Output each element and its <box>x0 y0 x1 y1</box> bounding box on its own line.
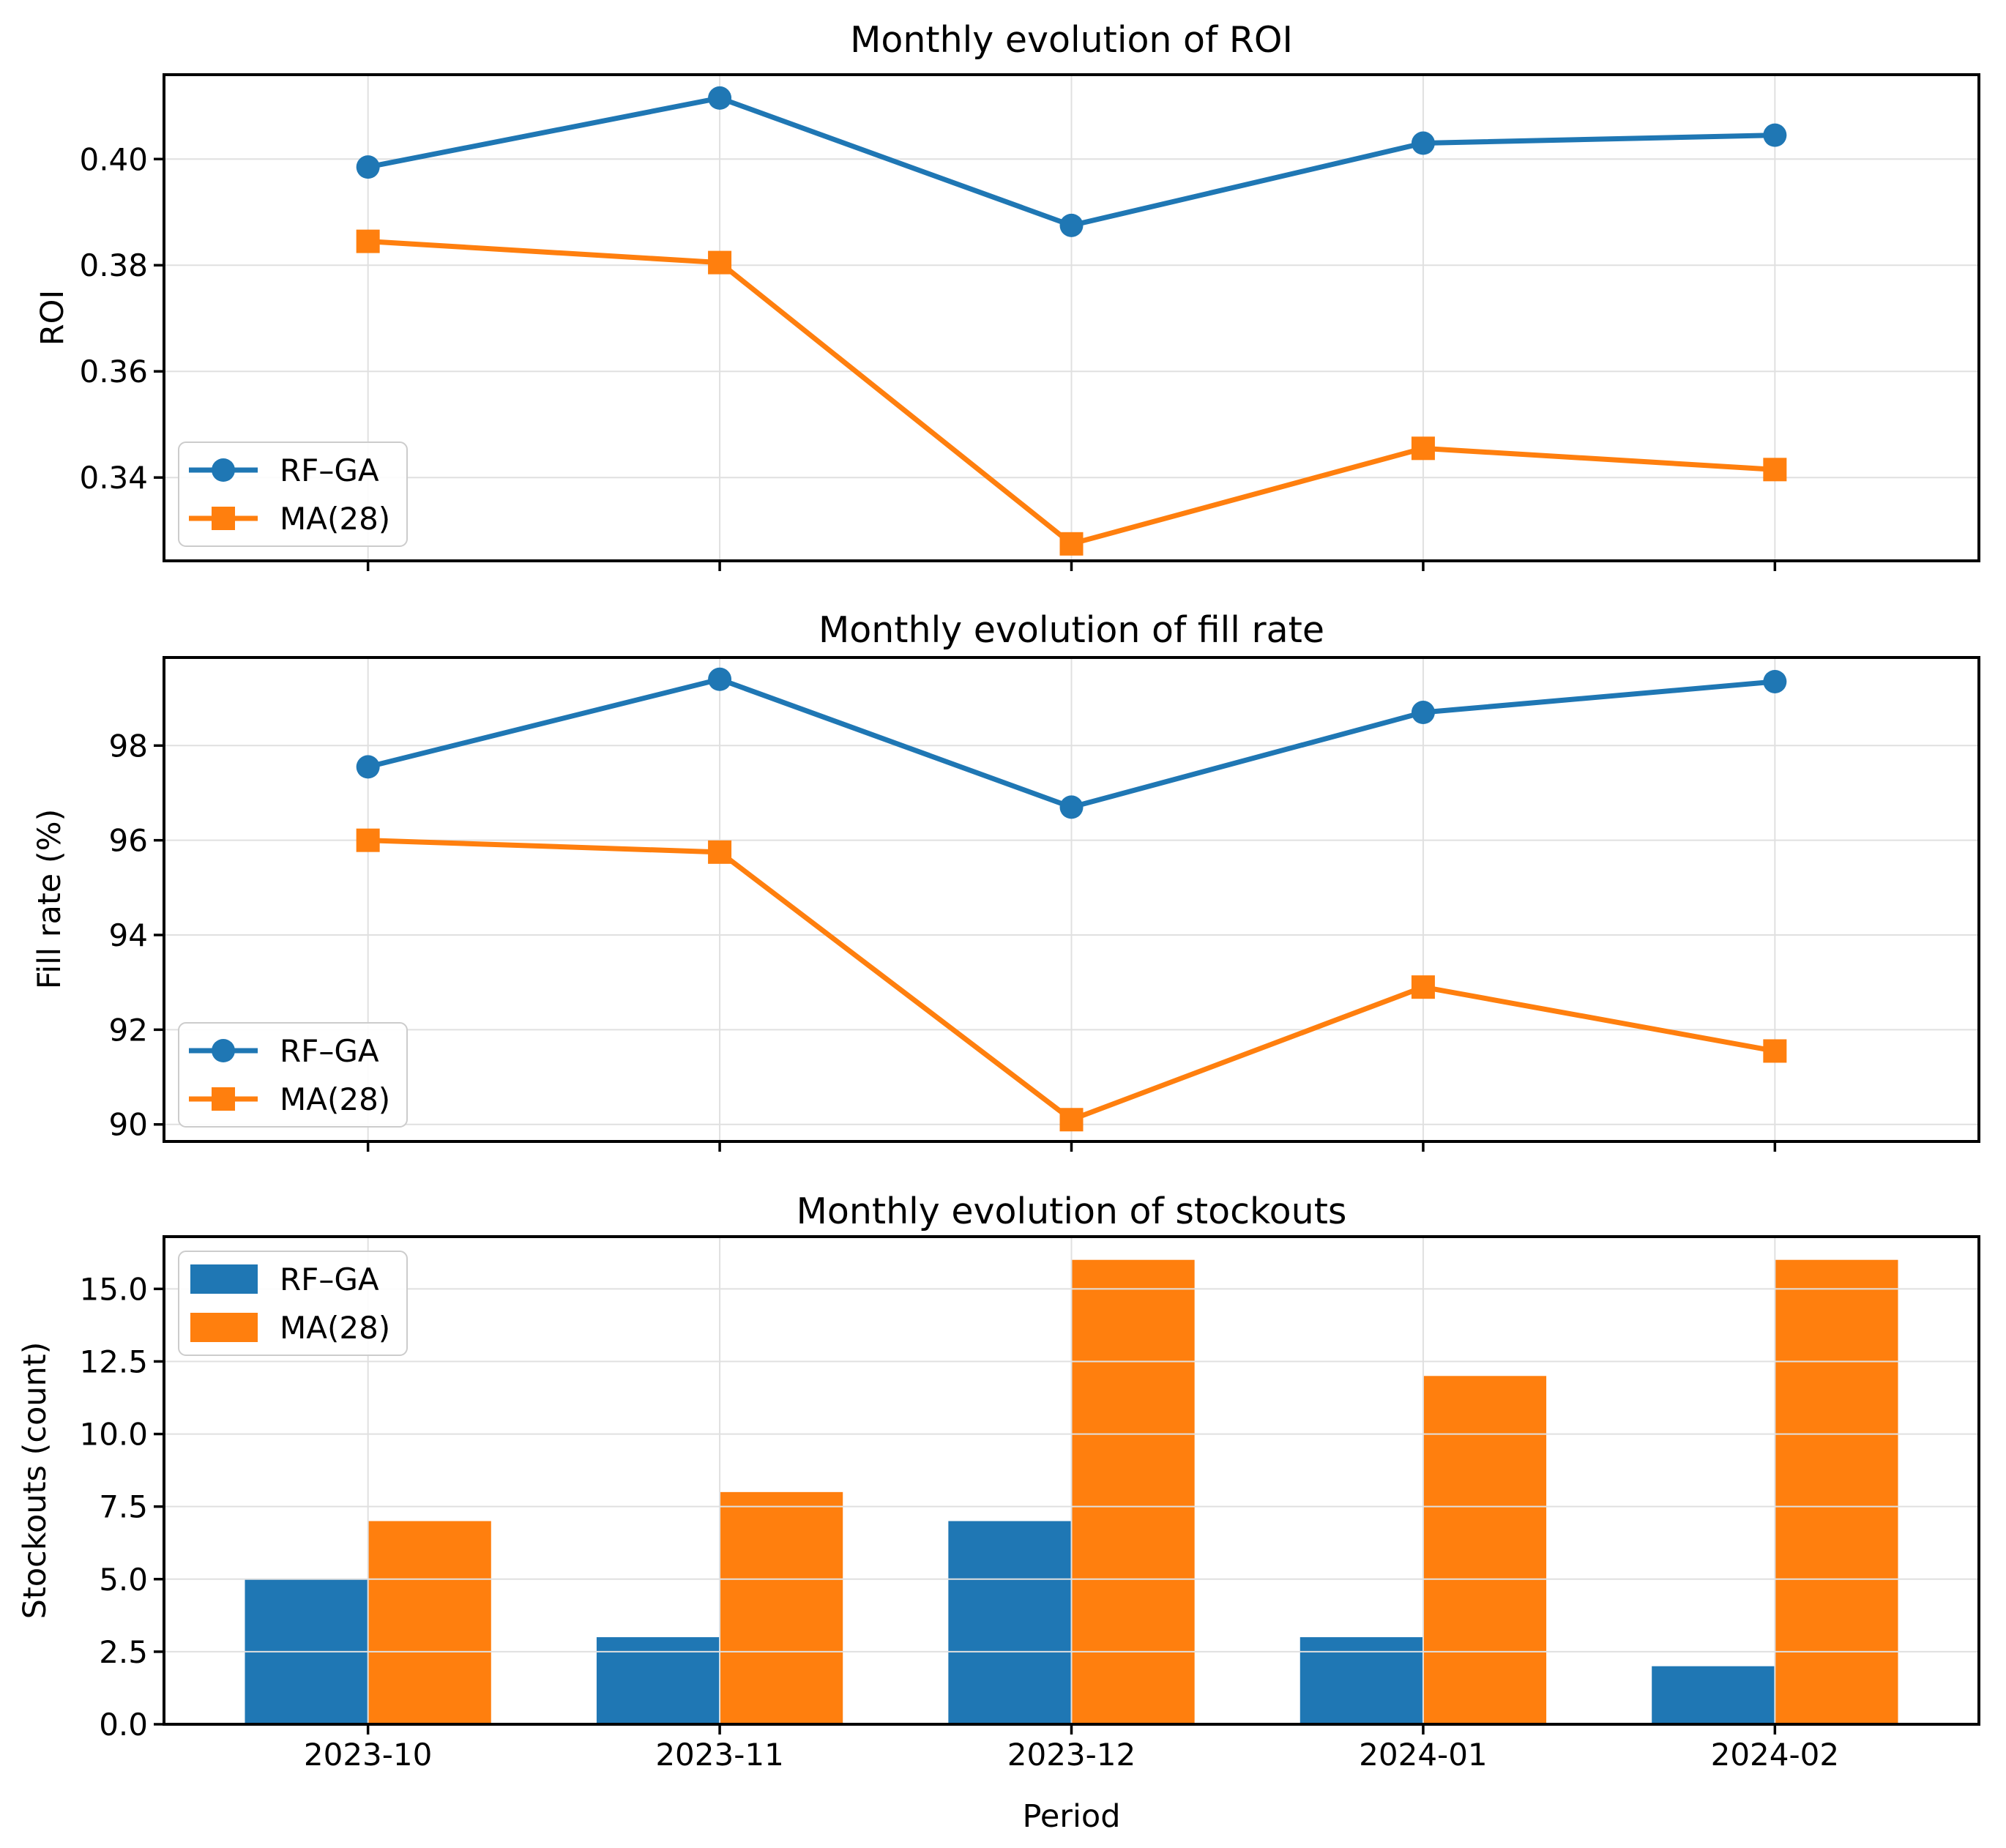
legend-square-marker <box>212 1087 235 1111</box>
data-point-ma-28 <box>1411 436 1435 461</box>
y-tick-label: 5.0 <box>99 1562 148 1598</box>
x-axis-label: Period <box>1022 1798 1121 1835</box>
x-tick-label: 2023-11 <box>655 1737 784 1773</box>
y-tick-label: 0.34 <box>79 460 148 496</box>
data-point-rf-ga <box>356 155 380 179</box>
legend: RF–GA MA(28) <box>178 1251 408 1356</box>
data-point-rf-ga <box>1059 213 1084 237</box>
bar-rf-ga-2023-11 <box>596 1637 720 1724</box>
legend: RF–GA MA(28) <box>178 441 408 547</box>
y-tick-label: 92 <box>109 1012 148 1048</box>
data-point-rf-ga <box>1763 123 1787 147</box>
data-point-rf-ga <box>708 86 732 110</box>
data-point-rf-ga <box>356 755 380 779</box>
data-point-ma-28 <box>1763 1039 1787 1063</box>
x-tick-label: 2024-01 <box>1359 1737 1488 1773</box>
y-tick-label: 7.5 <box>99 1489 148 1525</box>
y-axis-label-stockouts: Stockouts (count) <box>17 1341 53 1620</box>
legend-color-swatch <box>190 1264 258 1294</box>
legend: RF–GA MA(28) <box>178 1022 408 1128</box>
chart-title-roi: Monthly evolution of ROI <box>850 19 1293 61</box>
y-tick-label: 96 <box>109 823 148 859</box>
x-tick-label: 2023-10 <box>304 1737 433 1773</box>
legend-color-swatch <box>190 1313 258 1342</box>
legend-circle-marker <box>212 1039 235 1062</box>
chart-title-stockouts: Monthly evolution of stockouts <box>796 1191 1347 1232</box>
y-tick-label: 10.0 <box>79 1417 148 1453</box>
y-tick-label: 0.40 <box>79 141 148 177</box>
legend-label: RF–GA <box>280 452 379 488</box>
bar-rf-ga-2023-12 <box>948 1521 1072 1724</box>
y-tick-label: 0.38 <box>79 247 148 283</box>
subplot-monthly-evolution-of-stockouts: 0.0 2.5 5.0 7.5 10.0 12.5 15.0 2023-10 2023-11 20… <box>79 1235 1980 1773</box>
bar-ma-28-2023-12 <box>1071 1259 1195 1724</box>
data-point-rf-ga <box>1411 131 1435 155</box>
bar-ma-28-2023-10 <box>368 1521 491 1724</box>
chart-title-fill-rate: Monthly evolution of fill rate <box>818 609 1324 651</box>
legend-label: RF–GA <box>280 1262 379 1297</box>
bar-ma-28-2023-11 <box>720 1491 843 1724</box>
data-point-rf-ga <box>708 667 732 691</box>
data-point-rf-ga <box>1411 701 1435 725</box>
legend-entry-ma-28: MA(28) <box>189 501 390 537</box>
x-tick-label: 2023-12 <box>1007 1737 1136 1773</box>
legend-entry-rf-ga: RF–GA <box>189 452 379 488</box>
data-point-ma-28 <box>1411 975 1435 999</box>
data-point-ma-28 <box>708 250 732 275</box>
data-point-ma-28 <box>708 840 732 864</box>
bar-rf-ga-2024-02 <box>1652 1666 1775 1724</box>
bar-ma-28-2024-01 <box>1423 1376 1547 1724</box>
y-tick-label: 15.0 <box>79 1271 148 1307</box>
data-point-rf-ga <box>1059 795 1084 819</box>
y-tick-label: 94 <box>109 917 148 953</box>
y-tick-label: 98 <box>109 728 148 764</box>
y-tick-label: 0.36 <box>79 354 148 390</box>
y-tick-label: 0.0 <box>99 1707 148 1743</box>
subplot-monthly-evolution-of-roi: 0.34 0.36 0.38 0.40 RF–GA MA(28) <box>79 73 1980 571</box>
y-tick-label: 2.5 <box>99 1634 148 1670</box>
bar-rf-ga-2024-01 <box>1300 1637 1423 1724</box>
legend-square-marker <box>212 507 235 530</box>
bar-ma-28-2024-02 <box>1775 1259 1898 1724</box>
legend-label: RF–GA <box>280 1033 379 1069</box>
legend-entry-ma-28: MA(28) <box>189 1081 390 1117</box>
legend-circle-marker <box>212 458 235 482</box>
y-tick-label: 12.5 <box>79 1344 148 1379</box>
data-point-ma-28 <box>1059 1108 1084 1132</box>
y-tick-label: 90 <box>109 1107 148 1143</box>
data-point-ma-28 <box>356 828 380 852</box>
y-axis-label-fill-rate: Fill rate (%) <box>31 808 68 990</box>
legend-label: MA(28) <box>280 1081 390 1117</box>
x-tick-label: 2024-02 <box>1711 1737 1840 1773</box>
y-axis-label-roi: ROI <box>34 289 71 346</box>
legend-entry-ma-28: MA(28) <box>190 1310 390 1346</box>
subplot-monthly-evolution-of-fill-rate: 90 92 94 96 98 RF–GA MA(28) <box>109 656 1980 1152</box>
legend-label: MA(28) <box>280 501 390 537</box>
data-point-rf-ga <box>1763 669 1787 693</box>
legend-label: MA(28) <box>280 1310 390 1346</box>
data-point-ma-28 <box>1059 532 1084 556</box>
legend-entry-rf-ga: RF–GA <box>189 1033 379 1069</box>
data-point-ma-28 <box>356 229 380 253</box>
data-point-ma-28 <box>1763 458 1787 482</box>
legend-entry-rf-ga: RF–GA <box>190 1262 379 1297</box>
